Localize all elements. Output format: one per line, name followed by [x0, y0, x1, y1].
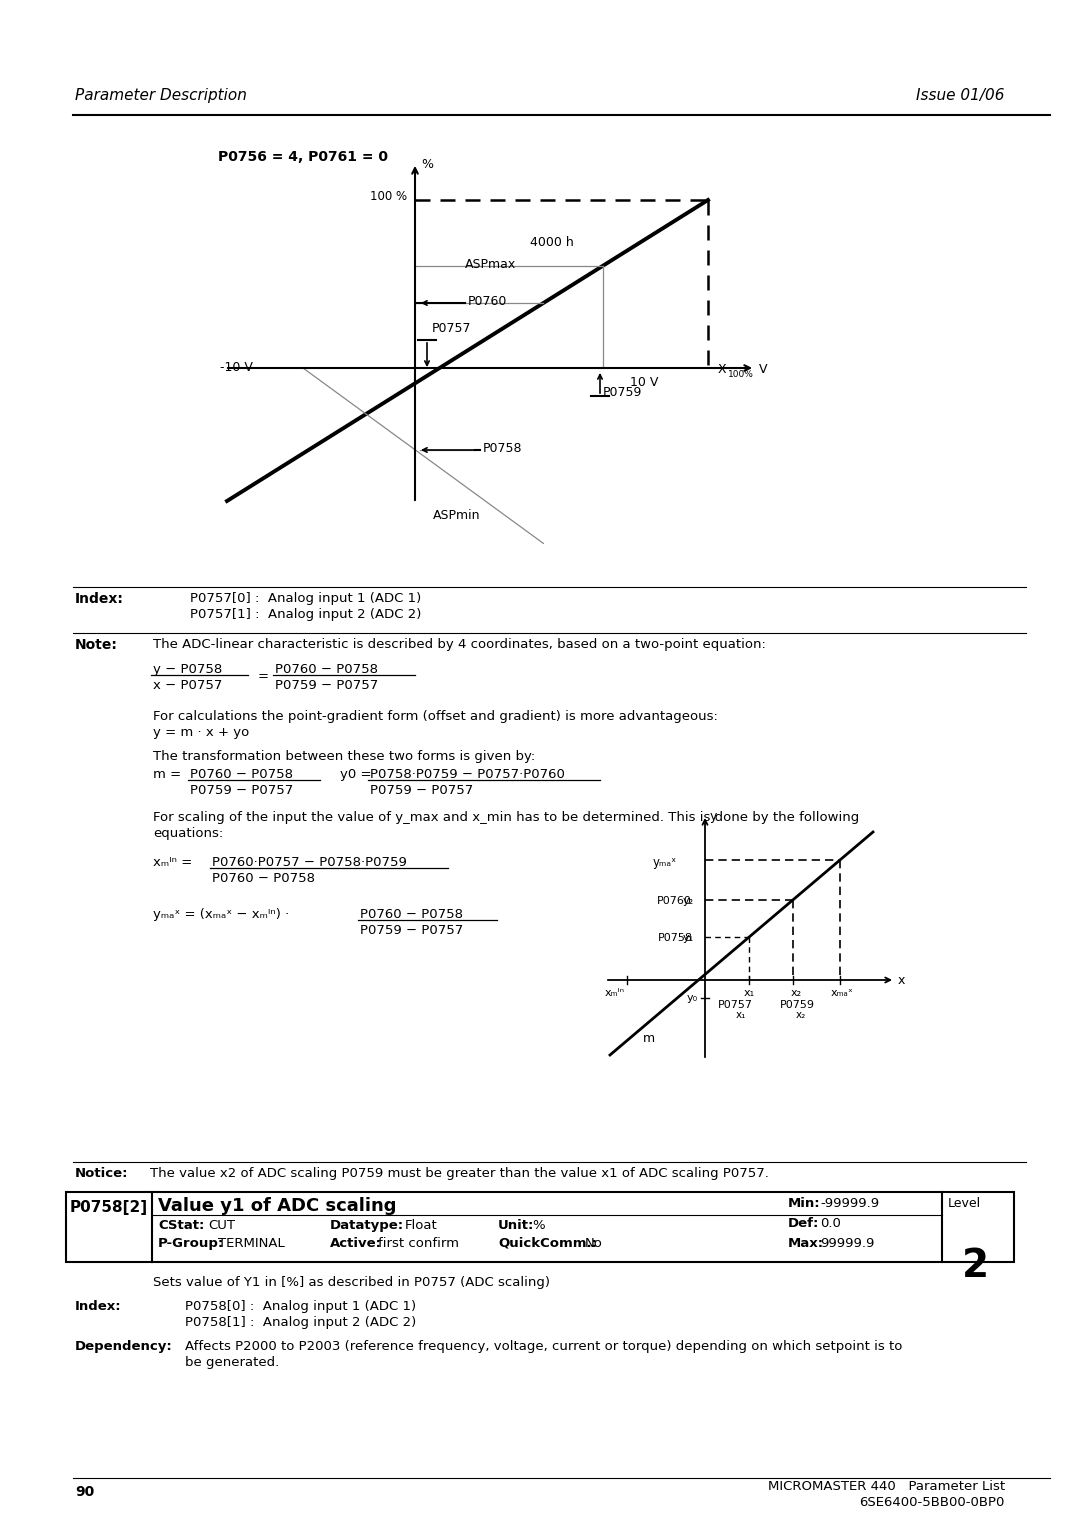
- Text: MICROMASTER 440   Parameter List: MICROMASTER 440 Parameter List: [768, 1481, 1005, 1493]
- Text: P0756 = 4, P0761 = 0: P0756 = 4, P0761 = 0: [218, 150, 388, 163]
- Text: TERMINAL: TERMINAL: [218, 1238, 285, 1250]
- Text: Index:: Index:: [75, 1300, 122, 1313]
- Text: The ADC-linear characteristic is described by 4 coordinates, based on a two-poin: The ADC-linear characteristic is describ…: [153, 639, 766, 651]
- Text: P0760·P0757 − P0758·P0759: P0760·P0757 − P0758·P0759: [212, 856, 407, 869]
- Text: y − P0758: y − P0758: [153, 663, 222, 675]
- Text: QuickComm.:: QuickComm.:: [498, 1238, 597, 1250]
- Text: x₁: x₁: [744, 989, 755, 998]
- Text: Index:: Index:: [75, 591, 124, 607]
- Text: P0758[2]: P0758[2]: [70, 1199, 148, 1215]
- Text: %: %: [532, 1219, 544, 1232]
- Text: yₘₐˣ = (xₘₐˣ − xₘᴵⁿ) ·: yₘₐˣ = (xₘₐˣ − xₘᴵⁿ) ·: [153, 908, 289, 921]
- Text: Unit:: Unit:: [498, 1219, 535, 1232]
- Text: 6SE6400-5BB00-0BP0: 6SE6400-5BB00-0BP0: [860, 1496, 1005, 1510]
- Text: P0760 − P0758: P0760 − P0758: [360, 908, 463, 921]
- Text: Max:: Max:: [788, 1238, 824, 1250]
- Text: P0758[0] :  Analog input 1 (ADC 1): P0758[0] : Analog input 1 (ADC 1): [185, 1300, 416, 1313]
- Text: Datatype:: Datatype:: [330, 1219, 404, 1232]
- Text: x: x: [897, 973, 905, 987]
- Text: For calculations the point-gradient form (offset and gradient) is more advantage: For calculations the point-gradient form…: [153, 711, 718, 723]
- Text: P0757: P0757: [432, 322, 472, 335]
- Text: For scaling of the input the value of y_max and x_min has to be determined. This: For scaling of the input the value of y_…: [153, 811, 860, 824]
- Text: x − P0757: x − P0757: [153, 678, 222, 692]
- Text: m =: m =: [153, 769, 181, 781]
- Text: 90: 90: [75, 1485, 94, 1499]
- Text: 0.0: 0.0: [820, 1216, 841, 1230]
- Text: ASPmin: ASPmin: [433, 509, 481, 523]
- Text: P0758[1] :  Analog input 2 (ADC 2): P0758[1] : Analog input 2 (ADC 2): [185, 1316, 416, 1329]
- Text: 99999.9: 99999.9: [820, 1238, 875, 1250]
- Text: Active:: Active:: [330, 1238, 382, 1250]
- Text: xₘᴵⁿ: xₘᴵⁿ: [605, 989, 625, 998]
- Text: xₘᴵⁿ =: xₘᴵⁿ =: [153, 856, 192, 869]
- Text: Note:: Note:: [75, 639, 118, 652]
- Bar: [66, 1192, 1014, 1262]
- Text: P0759: P0759: [603, 387, 643, 399]
- Text: No: No: [585, 1238, 603, 1250]
- Text: y0 =: y0 =: [340, 769, 372, 781]
- Text: Parameter Description: Parameter Description: [75, 89, 247, 102]
- Text: P0760 − P0758: P0760 − P0758: [212, 872, 315, 885]
- Text: Issue 01/06: Issue 01/06: [917, 89, 1005, 102]
- Text: x₂: x₂: [791, 989, 801, 998]
- Text: x₁: x₁: [735, 1010, 746, 1021]
- Text: xₘₐˣ: xₘₐˣ: [831, 989, 853, 998]
- Text: y₁: y₁: [683, 934, 694, 943]
- Text: Affects P2000 to P2003 (reference frequency, voltage, current or torque) dependi: Affects P2000 to P2003 (reference freque…: [185, 1340, 903, 1352]
- Text: P0758: P0758: [658, 934, 693, 943]
- Text: P0759 − P0757: P0759 − P0757: [275, 678, 378, 692]
- Text: The value x2 of ADC scaling P0759 must be greater than the value x1 of ADC scali: The value x2 of ADC scaling P0759 must b…: [150, 1167, 769, 1180]
- Text: 4000 h: 4000 h: [530, 235, 573, 249]
- Text: CUT: CUT: [208, 1219, 235, 1232]
- Text: P0757[1] :  Analog input 2 (ADC 2): P0757[1] : Analog input 2 (ADC 2): [190, 608, 421, 620]
- Text: Notice:: Notice:: [75, 1167, 129, 1180]
- Text: P0759: P0759: [781, 999, 815, 1010]
- Text: P0757: P0757: [718, 999, 753, 1010]
- Text: CStat:: CStat:: [158, 1219, 204, 1232]
- Text: y = m · x + yo: y = m · x + yo: [153, 726, 249, 740]
- Text: 100 %: 100 %: [369, 189, 407, 203]
- Text: =: =: [258, 669, 269, 683]
- Text: P0759 − P0757: P0759 − P0757: [360, 924, 463, 937]
- Text: be generated.: be generated.: [185, 1355, 280, 1369]
- Text: Level: Level: [948, 1196, 981, 1210]
- Text: yₘₐˣ: yₘₐˣ: [653, 856, 677, 869]
- Text: X: X: [718, 364, 727, 376]
- Text: -99999.9: -99999.9: [820, 1196, 879, 1210]
- Text: x₂: x₂: [796, 1010, 806, 1021]
- Text: Dependency:: Dependency:: [75, 1340, 173, 1352]
- Text: P0760: P0760: [468, 295, 508, 309]
- Text: P0760 − P0758: P0760 − P0758: [190, 769, 293, 781]
- Text: ASPmax: ASPmax: [465, 258, 516, 270]
- Text: P0757[0] :  Analog input 1 (ADC 1): P0757[0] : Analog input 1 (ADC 1): [190, 591, 421, 605]
- Text: 100%: 100%: [728, 370, 754, 379]
- Text: Sets value of Y1 in [%] as described in P0757 (ADC scaling): Sets value of Y1 in [%] as described in …: [153, 1276, 550, 1290]
- Text: 10 V: 10 V: [630, 376, 659, 390]
- Text: Float: Float: [405, 1219, 437, 1232]
- Text: P-Group:: P-Group:: [158, 1238, 225, 1250]
- Text: V: V: [759, 364, 768, 376]
- Text: y₂: y₂: [683, 895, 694, 906]
- Text: first confirm: first confirm: [378, 1238, 459, 1250]
- Text: y: y: [710, 810, 717, 824]
- Text: P0759 − P0757: P0759 − P0757: [370, 784, 473, 798]
- Text: P0760 − P0758: P0760 − P0758: [275, 663, 378, 675]
- Text: equations:: equations:: [153, 827, 224, 840]
- Text: %: %: [421, 157, 433, 171]
- Text: P0758: P0758: [483, 442, 523, 455]
- Text: 2: 2: [961, 1247, 988, 1285]
- Text: m: m: [643, 1031, 656, 1045]
- Text: Value y1 of ADC scaling: Value y1 of ADC scaling: [158, 1196, 396, 1215]
- Text: P0760: P0760: [657, 895, 692, 906]
- Text: -10 V: -10 V: [220, 361, 253, 374]
- Text: Min:: Min:: [788, 1196, 821, 1210]
- Text: y₀: y₀: [687, 993, 698, 1002]
- Text: Def:: Def:: [788, 1216, 820, 1230]
- Text: The transformation between these two forms is given by:: The transformation between these two for…: [153, 750, 536, 762]
- Text: P0759 − P0757: P0759 − P0757: [190, 784, 294, 798]
- Text: P0758·P0759 − P0757·P0760: P0758·P0759 − P0757·P0760: [370, 769, 565, 781]
